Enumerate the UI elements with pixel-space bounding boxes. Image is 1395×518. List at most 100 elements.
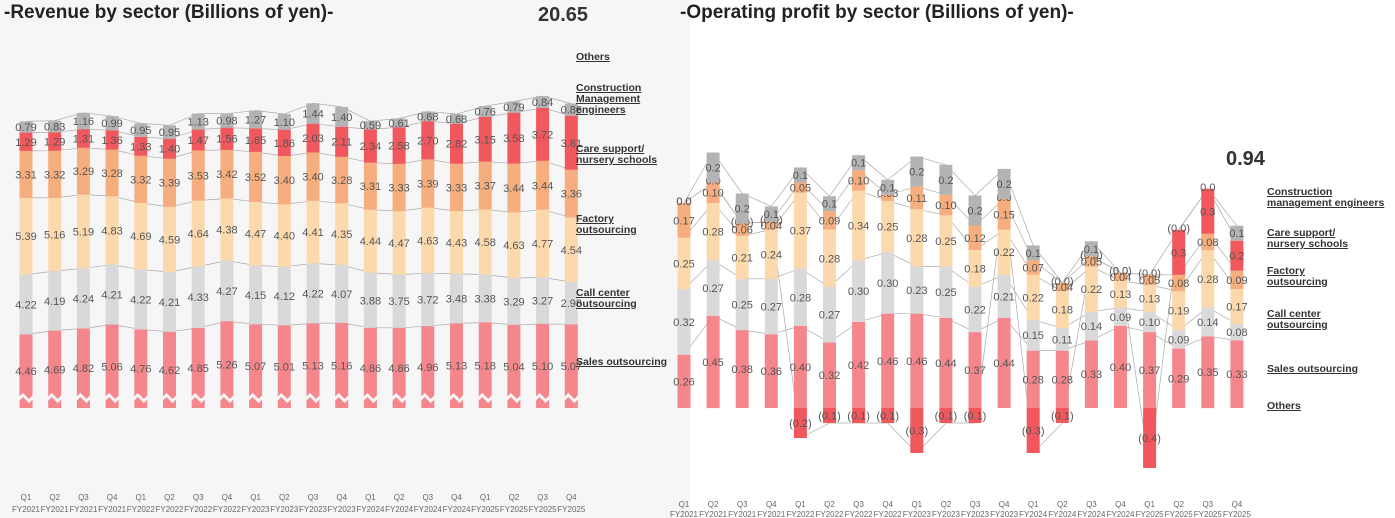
revenue-value-label: 4.35 bbox=[331, 229, 352, 241]
revenue-chart: 4.46 4.22 5.39 3.31 1.29 0.79 Q1 FY2021 4.69 4.19… bbox=[12, 95, 586, 514]
revenue-bar-care-support-nursery-schools-1 bbox=[19, 150, 33, 198]
profit-value-label: 0.22 bbox=[1022, 292, 1043, 304]
profit-value-label: 0.37 bbox=[964, 365, 985, 377]
profit-bar-others-9 bbox=[910, 156, 924, 187]
revenue-value-label: 0.84 bbox=[532, 97, 553, 109]
revenue-bar-factory-outsourcing-8 bbox=[220, 198, 234, 261]
profit-bar-care-support-nursery-schools-15 bbox=[1084, 256, 1098, 267]
profit-value-label: 0.24 bbox=[761, 249, 782, 261]
revenue-value-label: 0.68 bbox=[446, 114, 467, 126]
profit-value-label: 0.27 bbox=[702, 283, 723, 295]
profit-bar-care-support-nursery-schools-2 bbox=[706, 182, 720, 203]
profit-tick-quarter: Q4 bbox=[999, 500, 1010, 509]
revenue-bar-construction-management-engineers-20 bbox=[564, 115, 578, 170]
revenue-value-label: 1.36 bbox=[101, 135, 122, 147]
profit-value-label: 0.25 bbox=[731, 300, 752, 312]
profit-bar-construction-management-engineers-20 bbox=[1230, 240, 1244, 271]
profit-value-label: 0.3 bbox=[1200, 206, 1215, 218]
profit-bar-factory-outsourcing-3 bbox=[735, 235, 749, 279]
profit-tick-quarter: Q3 bbox=[737, 500, 748, 509]
profit-bar-factory-outsourcing-20 bbox=[1230, 289, 1244, 324]
revenue-tick-year: FY2022 bbox=[127, 505, 156, 514]
profit-legend-others: Others bbox=[1267, 400, 1301, 412]
revenue-value-label: 4.59 bbox=[159, 234, 180, 246]
revenue-bar-sales-outsourcing-16 bbox=[450, 323, 463, 408]
revenue-value-label: 2.82 bbox=[446, 139, 467, 151]
revenue-bar-sales-outsourcing-18 bbox=[507, 324, 521, 408]
revenue-value-label: 3.28 bbox=[331, 175, 352, 187]
revenue-value-label: 3.48 bbox=[446, 294, 467, 306]
profit-bar-sales-outsourcing-16 bbox=[1114, 326, 1127, 408]
revenue-value-label: 2.98 bbox=[561, 298, 582, 310]
profit-value-label: 0.22 bbox=[993, 247, 1014, 259]
revenue-tick-year: FY2021 bbox=[12, 505, 41, 514]
revenue-value-label: 5.16 bbox=[331, 360, 352, 372]
profit-bar-factory-outsourcing-1 bbox=[677, 237, 691, 290]
revenue-value-label: 4.58 bbox=[474, 237, 495, 249]
revenue-bar-care-support-nursery-schools-12 bbox=[335, 156, 349, 204]
profit-value-label: 0.46 bbox=[906, 356, 927, 368]
revenue-value-label: 4.86 bbox=[388, 363, 409, 375]
revenue-tick-quarter: Q4 bbox=[336, 493, 347, 502]
revenue-bar-care-support-nursery-schools-20 bbox=[564, 169, 578, 218]
axis-break-mark bbox=[15, 392, 37, 404]
revenue-bar-others-8 bbox=[220, 113, 234, 128]
profit-bar-sales-outsourcing-13 bbox=[1026, 350, 1040, 408]
profit-bar-construction-management-engineers-19 bbox=[1201, 188, 1215, 234]
revenue-bar-sales-outsourcing-10 bbox=[277, 325, 291, 408]
revenue-bar-sales-outsourcing-8 bbox=[220, 321, 234, 408]
axis-break-mark bbox=[73, 392, 94, 404]
revenue-value-label: 4.86 bbox=[360, 363, 381, 375]
revenue-value-label: 4.77 bbox=[532, 239, 553, 251]
profit-value-label: (0.0) bbox=[1109, 266, 1132, 278]
revenue-legend-factory: Factory outsourcing bbox=[576, 213, 637, 236]
revenue-tick-year: FY2024 bbox=[442, 505, 471, 514]
revenue-tick-quarter: Q3 bbox=[308, 493, 319, 502]
revenue-bar-care-support-nursery-schools-8 bbox=[220, 149, 234, 199]
revenue-tick-year: FY2024 bbox=[356, 505, 385, 514]
revenue-bar-factory-outsourcing-12 bbox=[335, 203, 349, 266]
revenue-value-label: 4.07 bbox=[331, 289, 352, 301]
revenue-value-label: 4.43 bbox=[446, 238, 467, 250]
revenue-bar-sales-outsourcing-17 bbox=[478, 322, 492, 408]
profit-bar-care-support-nursery-schools-4 bbox=[764, 221, 778, 230]
revenue-bar-call-center-outsourcing-17 bbox=[478, 274, 492, 323]
profit-value-label: 0.42 bbox=[848, 360, 869, 372]
profit-value-label: 0.2 bbox=[909, 167, 924, 179]
profit-tick-year: FY2024 bbox=[1077, 510, 1106, 518]
revenue-panel: -Revenue by sector (Billions of yen)- 20… bbox=[0, 0, 690, 518]
profit-value-label: 0.28 bbox=[790, 292, 811, 304]
revenue-bar-sales-outsourcing-6 bbox=[163, 331, 176, 408]
revenue-value-label: 4.44 bbox=[360, 236, 381, 248]
profit-value-label: (0.2) bbox=[789, 418, 812, 430]
profit-bar-sales-outsourcing-15 bbox=[1084, 340, 1098, 408]
profit-bar-call-center-outsourcing-1 bbox=[677, 289, 691, 355]
revenue-value-label: 5.06 bbox=[101, 361, 122, 373]
profit-value-label: (0.1) bbox=[876, 411, 899, 423]
revenue-tick-quarter: Q1 bbox=[250, 493, 261, 502]
revenue-value-label: 1.40 bbox=[331, 112, 352, 124]
profit-bar-sales-outsourcing-11 bbox=[968, 332, 982, 408]
revenue-bar-others-1 bbox=[19, 121, 33, 133]
profit-tick-quarter: Q1 bbox=[1028, 500, 1039, 509]
profit-bar-factory-outsourcing-8 bbox=[881, 200, 895, 253]
profit-value-label: 0.12 bbox=[964, 233, 985, 245]
revenue-bar-sales-outsourcing-9 bbox=[249, 324, 263, 408]
profit-bar-care-support-nursery-schools-11 bbox=[968, 225, 982, 251]
revenue-value-label: 4.33 bbox=[187, 292, 208, 304]
revenue-tick-quarter: Q1 bbox=[135, 493, 146, 502]
profit-tick-quarter: Q2 bbox=[941, 500, 952, 509]
profit-value-label: 0.33 bbox=[1226, 369, 1247, 381]
profit-bar-factory-outsourcing-11 bbox=[968, 250, 982, 287]
revenue-value-label: 3.38 bbox=[474, 294, 495, 306]
revenue-bar-others-15 bbox=[421, 111, 435, 122]
revenue-bar-factory-outsourcing-4 bbox=[105, 196, 119, 265]
profit-value-label: (0.1) bbox=[847, 411, 870, 423]
revenue-bar-factory-outsourcing-20 bbox=[564, 217, 578, 283]
revenue-bar-factory-outsourcing-17 bbox=[478, 209, 492, 275]
revenue-value-label: 2.03 bbox=[302, 133, 323, 145]
profit-bar-sales-outsourcing-14 bbox=[1055, 350, 1069, 408]
profit-legend-sales: Sales outsourcing bbox=[1267, 363, 1359, 375]
profit-bar-care-support-nursery-schools-13 bbox=[1026, 260, 1040, 275]
profit-bar-call-center-outsourcing-4 bbox=[764, 278, 778, 335]
